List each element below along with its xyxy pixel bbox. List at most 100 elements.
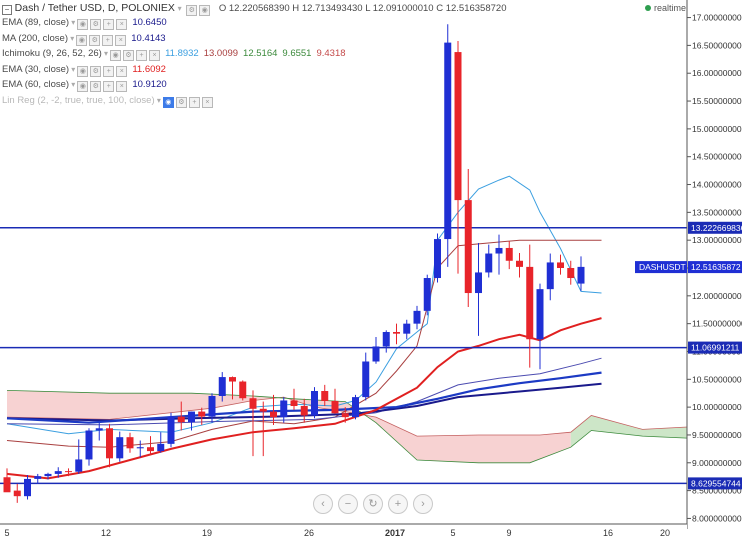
dropdown-icon[interactable]: ▾	[154, 95, 161, 105]
zoom-out-button[interactable]: −	[338, 494, 358, 514]
candle-up	[75, 459, 83, 472]
settings-icon[interactable]: ⚙	[90, 65, 102, 77]
candle-down	[198, 411, 206, 417]
price-axis: 17.000000000 16.500000000 16.000000000 15.5…	[635, 0, 742, 541]
zoom-in-button[interactable]: +	[388, 494, 408, 514]
close-icon[interactable]: ×	[116, 65, 128, 77]
visibility-icon[interactable]: ◉	[76, 34, 88, 46]
visibility-icon[interactable]: ◉	[162, 96, 174, 108]
senkou-b-line	[6, 390, 705, 464]
candle-down	[526, 266, 534, 340]
candle-up	[218, 377, 226, 396]
dropdown-icon[interactable]: ▾	[68, 33, 75, 43]
settings-icon[interactable]: ⚙	[90, 19, 102, 30]
indicator-row[interactable]: EMA (60, close) ▾ ◉ ⚙ + × 10.9120	[2, 78, 167, 92]
candle-up	[54, 471, 62, 474]
close-icon[interactable]: ×	[149, 50, 161, 61]
symbol-title: Dash / Tether USD, D, POLONIEX	[14, 2, 175, 14]
visibility-icon[interactable]: ◉	[77, 81, 89, 92]
candle-up	[372, 346, 380, 362]
y-tick-label: 15.000000000	[692, 124, 742, 134]
scroll-right-button[interactable]: ›	[413, 494, 433, 514]
candle-up	[85, 430, 93, 460]
candle-up	[44, 473, 52, 477]
candle-down	[13, 490, 21, 497]
ma200-line	[6, 357, 602, 426]
candle-down	[270, 411, 277, 418]
candle-down	[557, 262, 564, 268]
senkou-a-line	[6, 396, 705, 437]
indicator-value: 13.0099	[203, 48, 239, 59]
close-icon[interactable]: ×	[116, 19, 128, 30]
candle-down	[249, 398, 257, 409]
candle-down	[454, 52, 462, 201]
candle-down	[567, 268, 575, 279]
settings-icon[interactable]: ⚙	[90, 81, 102, 92]
y-tick-label: 14.500000000	[692, 152, 742, 162]
candle-up	[423, 278, 431, 311]
y-tick-label: 10.000000000	[692, 402, 742, 412]
candle-up	[311, 390, 318, 416]
dropdown-icon[interactable]: ▾	[177, 4, 182, 13]
time-axis: 5 12 19 26 2017 5 9 16 20	[0, 523, 687, 541]
candle-down	[393, 332, 400, 334]
ichimoku-cloud	[6, 390, 705, 464]
candle-down	[65, 471, 72, 473]
add-icon[interactable]: +	[136, 50, 148, 61]
candle-up	[188, 411, 195, 423]
indicator-value: 9.6551	[282, 48, 312, 59]
y-tick-label: 10.500000000	[692, 374, 742, 384]
settings-icon[interactable]: ⚙	[175, 96, 187, 108]
y-tick-label: 14.000000000	[692, 180, 742, 190]
dropdown-icon[interactable]: ▾	[69, 18, 76, 27]
indicator-value: 10.4143	[131, 32, 166, 44]
candle-up	[475, 272, 482, 294]
visibility-icon[interactable]: ◉	[77, 19, 89, 30]
add-icon[interactable]: +	[188, 96, 200, 108]
indicator-row[interactable]: EMA (89, close) ▾ ◉ ⚙ + × 10.6450	[2, 16, 167, 30]
candle-up	[434, 239, 441, 279]
indicator-row[interactable]: MA (200, close) ▾ ◉ ⚙ + × 10.4143	[2, 32, 166, 46]
dropdown-icon[interactable]: ▾	[101, 49, 109, 58]
candle-down	[300, 406, 308, 416]
indicator-value: 11.6092	[132, 63, 166, 75]
candle-up	[95, 428, 103, 431]
close-icon[interactable]: ×	[201, 96, 213, 108]
close-icon[interactable]: ×	[115, 34, 127, 46]
close-icon[interactable]: ×	[116, 81, 128, 92]
indicator-row[interactable]: Ichimoku (9, 26, 52, 26) ▾ ◉ ⚙ + × 11.8932 13.…	[2, 47, 346, 61]
candle-up	[536, 289, 544, 340]
candle-down	[505, 247, 513, 261]
y-tick-label: 12.000000000	[692, 291, 742, 301]
settings-icon[interactable]: ⚙	[123, 50, 135, 61]
collapse-icon[interactable]: −	[2, 5, 12, 15]
add-icon[interactable]: +	[103, 65, 115, 77]
y-tick-label: 8.500000000	[692, 486, 742, 496]
add-icon[interactable]: +	[102, 34, 114, 46]
scroll-left-button[interactable]: ‹	[313, 494, 333, 514]
add-icon[interactable]: +	[103, 81, 115, 92]
indicator-row[interactable]: EMA (30, close) ▾ ◉ ⚙ + × 11.6092	[2, 63, 166, 77]
dropdown-icon[interactable]: ▾	[69, 64, 76, 74]
y-tick-label: 16.000000000	[692, 68, 742, 78]
last-price-tag	[688, 261, 742, 274]
settings-icon[interactable]: ⚙	[89, 34, 101, 46]
dropdown-icon[interactable]: ▾	[69, 80, 76, 89]
visibility-icon[interactable]: ◉	[110, 50, 122, 61]
indicator-label: MA (200, close)	[2, 32, 68, 44]
add-icon[interactable]: +	[103, 19, 115, 30]
x-tick-label: 19	[202, 528, 212, 538]
indicator-row[interactable]: Lin Reg (2, -2, true, true, 100, close) …	[2, 94, 213, 108]
settings-icon[interactable]: ⚙	[186, 5, 198, 16]
x-tick-label: 16	[603, 528, 613, 538]
candle-down	[239, 381, 247, 399]
hide-icon[interactable]: ◉	[199, 5, 211, 16]
candle-down	[177, 416, 185, 423]
reset-button[interactable]: ↻	[363, 494, 383, 514]
y-tick-label: 9.000000000	[692, 458, 742, 468]
candle-down	[3, 477, 11, 493]
indicator-value: 10.6450	[132, 17, 167, 28]
realtime-indicator: realtime	[644, 3, 686, 13]
visibility-icon[interactable]: ◉	[77, 65, 89, 77]
